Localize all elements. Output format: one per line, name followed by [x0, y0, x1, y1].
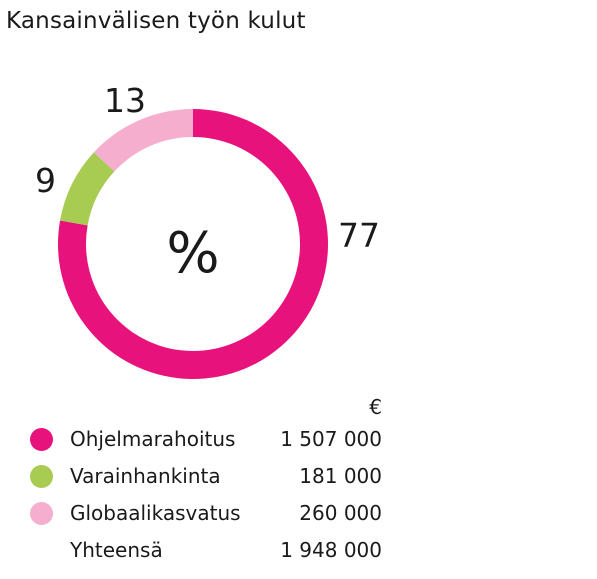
legend-value: 260 000 — [299, 501, 382, 525]
chart-title: Kansainvälisen työn kulut — [6, 8, 306, 34]
legend-name: Ohjelmarahoitus — [70, 427, 236, 451]
legend-swatch-varainhankinta — [30, 465, 53, 488]
currency-label: € — [369, 395, 382, 419]
legend-swatch-globaalikasvatus — [30, 502, 53, 525]
donut-slice-globaalikasvatus — [93, 109, 193, 172]
legend-total-row: Yhteensä 1 948 000 — [30, 536, 382, 573]
center-label: % — [166, 221, 219, 286]
total-label: Yhteensä — [70, 538, 163, 562]
legend-swatch-ohjelmarahoitus — [30, 428, 53, 451]
legend-value: 181 000 — [299, 464, 382, 488]
donut-chart: % 77 9 13 — [35, 81, 380, 380]
slice-label-ohjelmarahoitus: 77 — [338, 216, 380, 255]
slice-label-varainhankinta: 9 — [35, 161, 56, 200]
legend-value: 1 507 000 — [280, 427, 382, 451]
legend: € Ohjelmarahoitus 1 507 000 Varainhankin… — [30, 395, 382, 573]
donut-slice-varainhankinta — [60, 152, 115, 226]
legend-name: Globaalikasvatus — [70, 501, 241, 525]
currency-row: € — [30, 395, 382, 425]
legend-item-varainhankinta: Varainhankinta 181 000 — [30, 462, 382, 499]
legend-name: Varainhankinta — [70, 464, 221, 488]
legend-item-ohjelmarahoitus: Ohjelmarahoitus 1 507 000 — [30, 425, 382, 462]
legend-item-globaalikasvatus: Globaalikasvatus 260 000 — [30, 499, 382, 536]
slice-label-globaalikasvatus: 13 — [104, 81, 146, 120]
total-value: 1 948 000 — [280, 538, 382, 562]
